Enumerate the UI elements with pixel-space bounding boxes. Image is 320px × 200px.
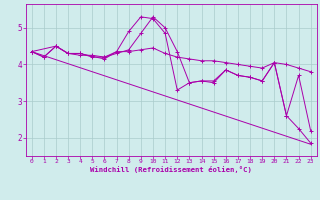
X-axis label: Windchill (Refroidissement éolien,°C): Windchill (Refroidissement éolien,°C)	[90, 166, 252, 173]
